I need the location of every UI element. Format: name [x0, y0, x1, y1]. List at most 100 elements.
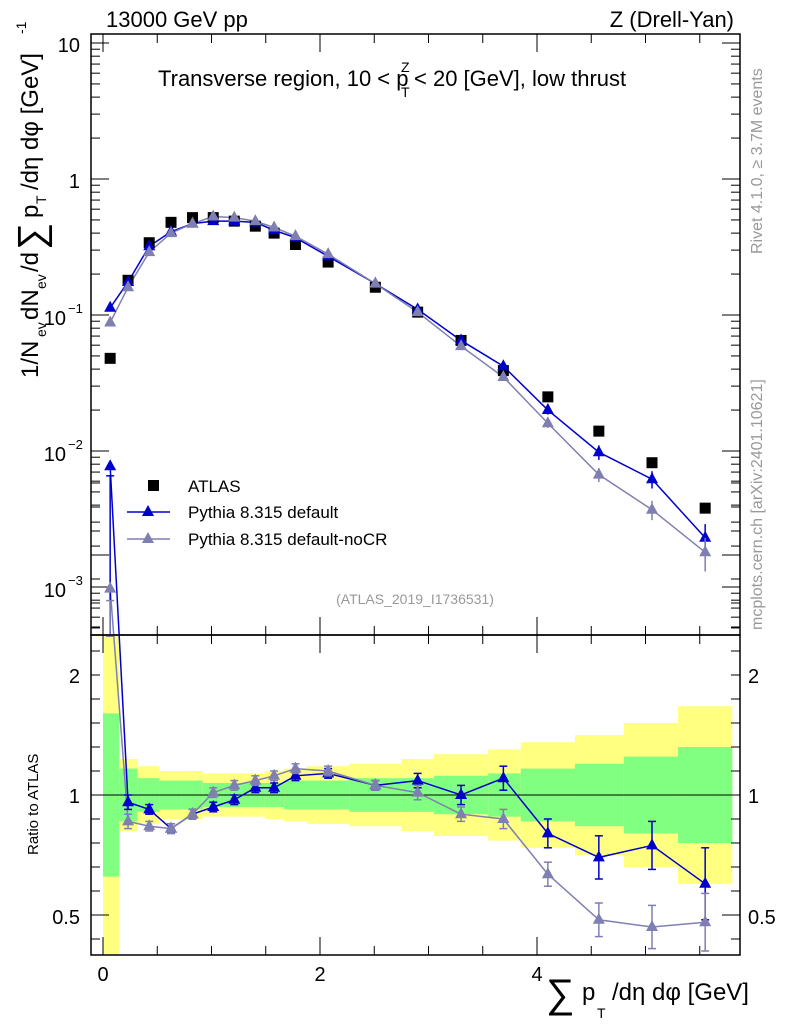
main-point-atlas [646, 457, 658, 469]
svg-text:p: p [17, 205, 44, 218]
ratio-point-default [497, 771, 510, 783]
legend-marker-atlas [148, 480, 159, 491]
ratio-point-nocr [592, 912, 605, 924]
main-point-default [541, 403, 554, 415]
main-point-nocr [268, 220, 281, 232]
ratio-point-default [455, 788, 468, 799]
svg-text:1/N: 1/N [17, 341, 44, 378]
xtick-4: 4 [531, 964, 542, 986]
ratio-point-nocr [497, 812, 510, 823]
ratio-panel: 2 1 0.5 2 1 0.5 Ratio to ATLAS 0 2 4 ∑ p… [25, 459, 776, 1021]
ratio-ytick-1-right: 1 [748, 786, 759, 808]
ratio-point-default [249, 780, 262, 792]
main-panel: Transverse region, 10 < p Z T < 20 [GeV]… [11, 21, 741, 636]
ratio-point-default [143, 802, 156, 814]
main-point-nocr [699, 545, 712, 557]
main-point-nocr [497, 370, 510, 382]
main-axis-ticks [91, 34, 740, 635]
main-point-default [143, 239, 156, 251]
svg-text:10: 10 [44, 308, 66, 330]
ytick-1: 1 [69, 171, 80, 193]
ratio-ylabel: Ratio to ATLAS [25, 754, 42, 855]
title-sup-z: Z [401, 59, 410, 75]
ytick-1e-1: 10 −1 [44, 301, 83, 330]
title-part-1: Transverse region, 10 < p [158, 66, 409, 91]
main-point-nocr [289, 229, 302, 241]
main-point-nocr [228, 210, 241, 222]
ratio-point-default [268, 780, 281, 792]
ratio-point-default [699, 876, 712, 888]
legend-marker-nocr [142, 532, 154, 543]
main-point-atlas [104, 352, 116, 364]
main-point-nocr [455, 339, 468, 351]
ytick-1e-2: 10 −2 [44, 437, 83, 466]
xtick-0: 0 [97, 964, 108, 986]
main-line-nocr [109, 215, 706, 553]
ratio-point-nocr [541, 867, 554, 879]
ratio-point-nocr [186, 807, 199, 819]
main-ylabel: 1/N ev dN ev /d ∑ p T /dη dφ [GeV] -1 [11, 21, 53, 378]
main-point-nocr [104, 315, 117, 327]
main-point-nocr [541, 416, 554, 428]
x-axis-label: ∑ p T /dη dφ [GeV] [546, 972, 749, 1021]
title-sub-t: T [401, 84, 410, 100]
svg-text:T: T [33, 195, 49, 204]
ratio-point-default [228, 792, 241, 804]
ratio-point-nocr [411, 785, 424, 797]
ratio-point-default [289, 768, 302, 780]
ratio-ytick-05-right: 0.5 [748, 907, 776, 929]
header-right: Z (Drell-Yan) [610, 7, 734, 32]
main-title: Transverse region, 10 < p Z T < 20 [GeV]… [158, 59, 626, 100]
legend-label-default: Pythia 8.315 default [188, 503, 339, 522]
ratio-axis-ticks [91, 482, 740, 955]
mcplots-label: mcplots.cern.ch [arXiv:2401.10621] [749, 379, 766, 630]
ratio-point-nocr [143, 819, 156, 831]
main-point-default [592, 445, 605, 457]
svg-text:/dη dφ [GeV]: /dη dφ [GeV] [17, 53, 44, 190]
ratio-ytick-1: 1 [69, 786, 80, 808]
svg-text:p: p [582, 979, 595, 1006]
legend-marker-default [142, 505, 154, 516]
main-point-nocr [165, 226, 178, 238]
main-point-default [646, 472, 659, 484]
ratio-point-nocr [369, 778, 382, 790]
ratio-point-default [592, 850, 605, 862]
ratio-point-nocr [104, 581, 117, 593]
main-point-default [699, 530, 712, 542]
main-point-nocr [411, 305, 424, 317]
title-part-2: < 20 [GeV], low thrust [414, 66, 626, 91]
main-data-layer [104, 209, 712, 572]
ratio-point-default [541, 826, 554, 838]
svg-text:ev: ev [33, 322, 49, 337]
svg-text:−3: −3 [68, 573, 83, 588]
main-point-atlas [542, 391, 554, 403]
main-point-nocr [322, 247, 335, 259]
ytick-10: 10 [58, 35, 80, 57]
svg-text:∑: ∑ [546, 972, 575, 1016]
ratio-point-nocr [322, 764, 335, 775]
main-point-atlas [289, 238, 301, 250]
ytick-1e-3: 10 −3 [44, 573, 83, 602]
ratio-point-default [122, 795, 135, 807]
svg-text:∑: ∑ [11, 223, 53, 250]
svg-text:-1: -1 [13, 21, 29, 34]
ratio-point-default [411, 773, 424, 785]
ratio-ytick-2-right: 2 [748, 666, 759, 688]
xtick-2: 2 [314, 964, 325, 986]
svg-text:ev: ev [33, 274, 49, 289]
ratio-point-default [104, 459, 117, 471]
ratio-point-nocr [228, 778, 241, 790]
svg-text:10: 10 [44, 580, 66, 602]
svg-text:−2: −2 [68, 437, 83, 452]
main-point-nocr [592, 467, 605, 479]
ratio-point-nocr [455, 807, 468, 819]
main-point-nocr [186, 216, 199, 228]
main-point-atlas [593, 425, 605, 437]
ratio-point-nocr [207, 785, 220, 797]
main-point-atlas [699, 502, 711, 514]
ratio-point-nocr [165, 821, 178, 833]
ratio-ytick-05: 0.5 [52, 907, 80, 929]
main-point-nocr [143, 245, 156, 257]
legend-label-nocr: Pythia 8.315 default-noCR [188, 530, 387, 549]
